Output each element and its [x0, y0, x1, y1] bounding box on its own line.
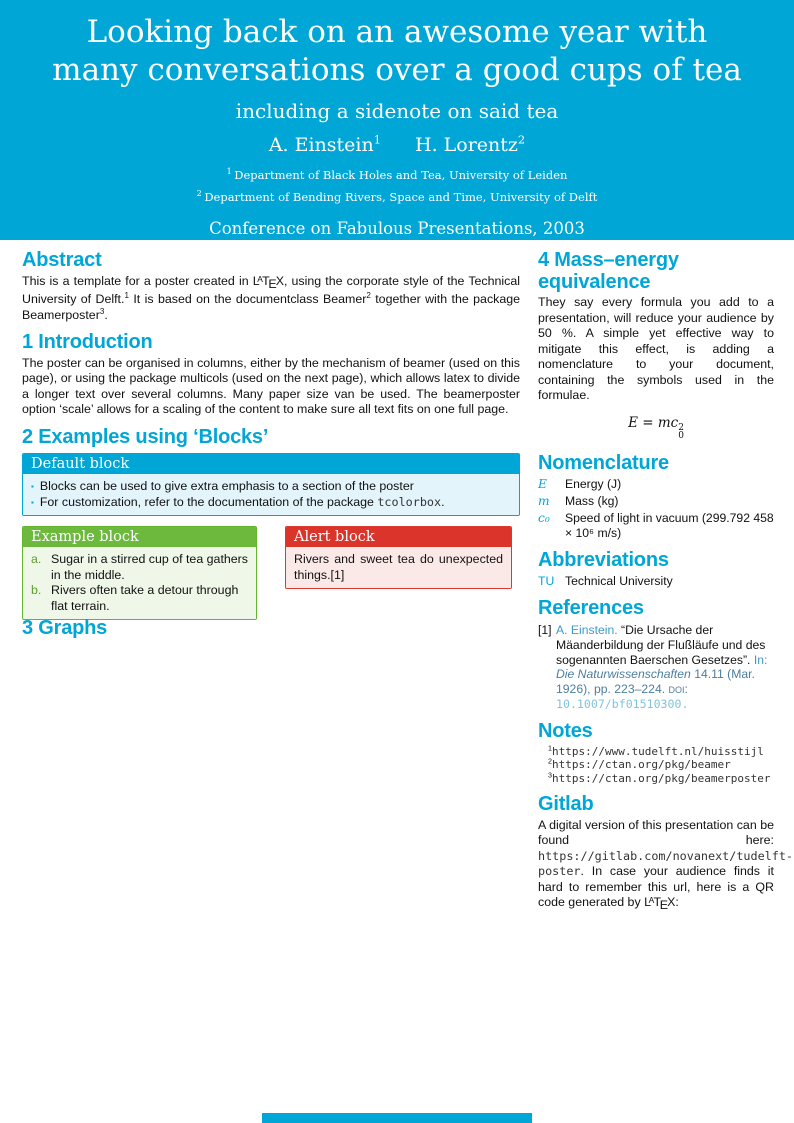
square-bullet-icon: ▪ — [31, 497, 34, 507]
gitlab-heading: Gitlab — [538, 792, 594, 815]
introduction-heading: 1 Introduction — [22, 331, 153, 354]
references-heading: References — [538, 597, 644, 620]
formula-equals: = — [637, 414, 658, 431]
alert-block-body: Rivers and sweet tea do unexpected thing… — [286, 547, 511, 589]
alert-block-title: Alert block — [286, 527, 511, 548]
poster-header: Looking back on an awesome year with man… — [0, 0, 794, 240]
poster-title: Looking back on an awesome year with man… — [52, 14, 742, 89]
default-block: Default block ▪ Blocks can be used to giv… — [22, 453, 520, 517]
default-block-title: Default block — [23, 454, 519, 475]
notes-heading: Notes — [538, 720, 593, 743]
notes-list: 1https://www.tudelft.nl/huisstijl 2https:… — [538, 744, 774, 785]
right-column: 4 Mass–energy equivalence They say every… — [538, 249, 794, 918]
donut-chart — [292, 788, 518, 940]
nomenclature-list: E Energy (J) m Mass (kg) c₀ Speed of light in… — [538, 477, 774, 540]
abbreviations-heading: Abbreviations — [538, 548, 669, 571]
dots-scatter-chart — [280, 1002, 406, 1086]
histogram-chart — [26, 644, 272, 716]
poster-subtitle: including a sidenote on said tea — [235, 98, 559, 123]
gitlab-text: A digital version of this presentation c… — [538, 817, 794, 912]
stacked-bar-chart — [282, 634, 518, 786]
tu-delft-logo — [30, 1050, 230, 1112]
graphs-heading: 3 Graphs — [22, 617, 108, 639]
author: A. Einstein1 — [268, 132, 381, 156]
abstract-heading: Abstract — [22, 249, 102, 271]
alert-block: Alert block Rivers and sweet tea do unex… — [285, 526, 512, 590]
formula-rhs: mc — [657, 414, 679, 431]
formula-lhs: E — [628, 414, 638, 431]
square-bullet-icon: ▪ — [31, 482, 34, 492]
note-entry: 2https://ctan.org/pkg/beamer — [548, 757, 731, 772]
default-block-body: ▪ Blocks can be used to give extra emphas… — [23, 474, 519, 516]
scatter-fit-chart — [22, 794, 274, 940]
graphs-section: 3 Graphs — [22, 617, 522, 1123]
affiliation: 1 Department of Black Holes and Tea, Uni… — [226, 167, 568, 182]
author: H. Lorentz2 — [415, 132, 526, 156]
note-entry: 3https://ctan.org/pkg/beamerposter — [548, 770, 771, 785]
references-list: [1] A. Einstein. “Die Ursache der Mäander… — [538, 623, 774, 712]
mass-energy-formula: E = mc 2 0 — [538, 414, 774, 441]
mass-energy-text: They say every formula you add to a pres… — [538, 295, 774, 403]
abstract-text: This is a template for a poster created … — [22, 273, 521, 322]
example-block-title: Example block — [23, 527, 256, 548]
enumerated-item: b. Rivers often take a detour through fla… — [31, 583, 239, 613]
mass-energy-heading: 4 Mass–energy equivalence — [538, 249, 679, 293]
affiliations: 1 Department of Black Holes and Tea, Uni… — [0, 165, 794, 209]
conference-name: Conference on Fabulous Presentations, 20… — [209, 218, 585, 238]
reference-entry: [1] A. Einstein. “Die Ursache der Mäander… — [538, 622, 768, 712]
blocks-row: Example block a. Sugar in a stirred cup o… — [22, 521, 520, 625]
nomenclature-heading: Nomenclature — [538, 451, 669, 474]
affiliation: 2 Department of Bending Rivers, Space an… — [196, 188, 598, 204]
example-block: Example block a. Sugar in a stirred cup o… — [22, 526, 257, 621]
examples-heading: 2 Examples using ‘Blocks’ — [22, 425, 269, 448]
enumerated-item: a. Sugar in a stirred cup of tea gathers … — [31, 552, 248, 582]
field-image-chart — [408, 1002, 536, 1080]
note-entry: 1https://www.tudelft.nl/huisstijl — [548, 744, 764, 758]
grouped-bar-chart — [26, 718, 272, 796]
left-column: Abstract This is a template for a poster… — [22, 249, 521, 639]
introduction-text: The poster can be organised in columns, … — [22, 355, 520, 417]
bullet-item: ▪ For customization, refer to the documen… — [31, 494, 445, 509]
bullet-item: ▪ Blocks can be used to give extra emphas… — [31, 479, 414, 494]
authors: A. Einstein1 H. Lorentz2 — [0, 134, 794, 156]
abbreviations-list: TU Technical University — [538, 574, 673, 589]
example-block-body: a. Sugar in a stirred cup of tea gathers … — [23, 547, 256, 620]
footer-accent-bar — [262, 1113, 532, 1123]
multi-line-chart — [410, 936, 522, 1010]
